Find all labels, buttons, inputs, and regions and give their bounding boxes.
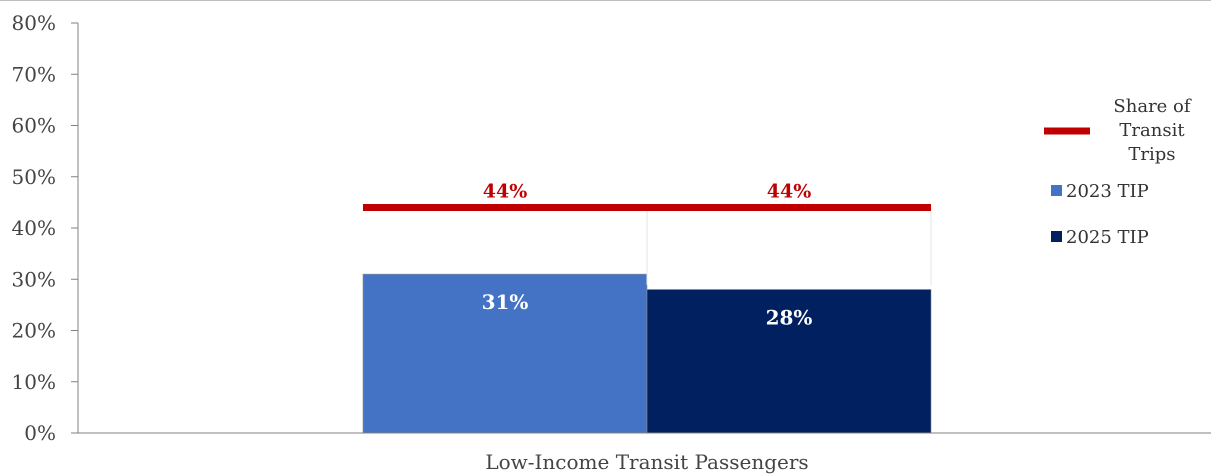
bar-2025-tip — [646, 289, 932, 434]
share-line-label: 44% — [483, 181, 528, 203]
y-tick-label: 30% — [12, 267, 56, 291]
y-tick-label: 0% — [24, 421, 56, 445]
y-axis: 0% 10% 20% 30% 40% 50% 60% 70% 80% — [12, 11, 79, 445]
y-tick-label: 70% — [12, 62, 56, 86]
legend-label: 2025 TIP — [1066, 227, 1149, 248]
y-tick-label: 20% — [12, 319, 56, 343]
x-axis: Low-Income Transit Passengers — [78, 432, 1211, 474]
legend-swatch-2023-tip — [1051, 185, 1062, 196]
y-tick-label: 50% — [12, 165, 56, 189]
bars: 31% 28% — [362, 273, 932, 434]
legend: Share of Transit Trips 2023 TIP 2025 TIP — [1044, 96, 1192, 248]
bar-value-label: 31% — [482, 290, 529, 314]
y-tick-label: 10% — [12, 370, 56, 394]
legend-label: 2023 TIP — [1066, 181, 1149, 202]
bar-value-label: 28% — [766, 306, 813, 330]
legend-share-label: Share of — [1113, 96, 1191, 117]
legend-share-label: Transit — [1119, 120, 1185, 141]
legend-share-label: Trips — [1128, 144, 1175, 165]
y-tick-label: 40% — [12, 216, 56, 240]
share-of-transit-trips-line: 44% 44% — [363, 181, 932, 285]
legend-swatch-2025-tip — [1051, 231, 1062, 242]
y-tick-label: 60% — [12, 114, 56, 138]
share-line-label: 44% — [767, 181, 812, 203]
y-tick-label: 80% — [12, 11, 56, 35]
bar-2023-tip — [362, 273, 648, 434]
category-label: Low-Income Transit Passengers — [485, 450, 808, 474]
